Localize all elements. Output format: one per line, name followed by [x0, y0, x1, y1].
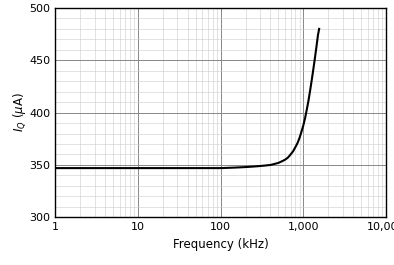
- X-axis label: Frequency (kHz): Frequency (kHz): [173, 238, 269, 251]
- Y-axis label: $I_Q$ ($\mu$A): $I_Q$ ($\mu$A): [11, 93, 28, 132]
